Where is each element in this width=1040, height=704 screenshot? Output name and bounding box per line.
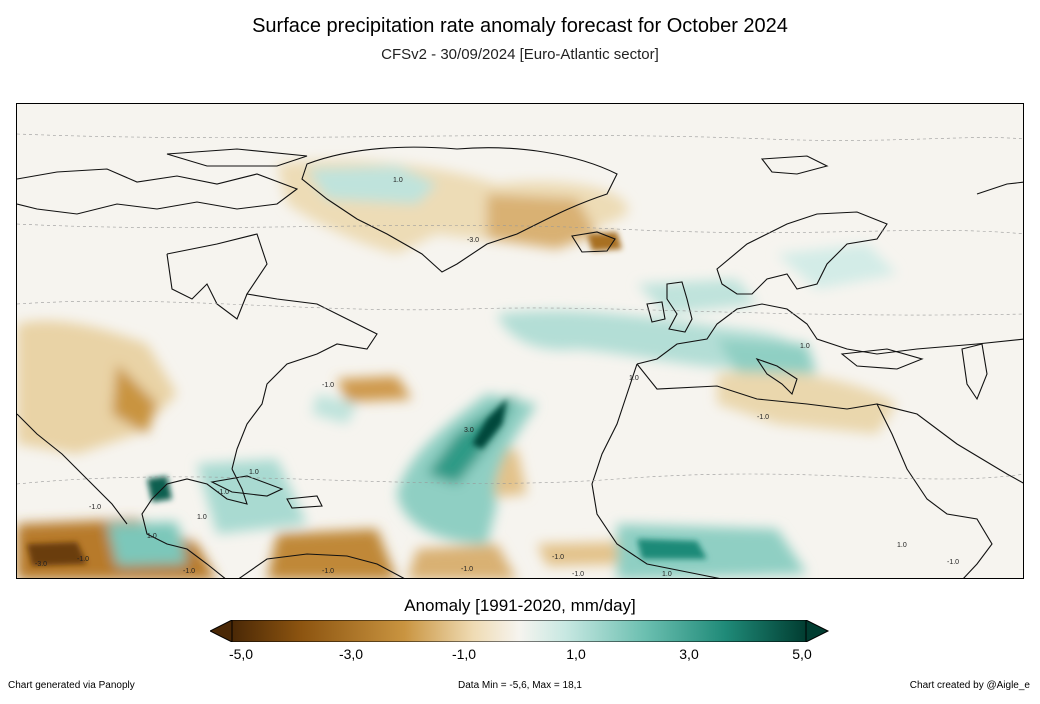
colorbar-tick-label: -3,0 <box>338 646 364 662</box>
map-subtitle: CFSv2 - 30/09/2024 [Euro-Atlantic sector… <box>381 46 659 63</box>
scandinavia-coast <box>716 211 888 295</box>
wet-region <box>197 459 307 534</box>
footer-left: Chart generated via Panoply <box>8 680 135 691</box>
pacific-mexico-coast <box>17 413 128 525</box>
contour-label: 1.0 <box>197 514 207 521</box>
north-america-east-coast <box>166 233 378 470</box>
contour-labels: 1.0 1.0 1.0 -1.0 3.0 -1.0 1.0 1.0 -1.0 1… <box>35 177 959 578</box>
colorbar-tick-label: 5,0 <box>792 646 812 662</box>
italy-coast <box>755 357 798 396</box>
wet-region <box>497 310 801 370</box>
europe-coast <box>636 303 1023 365</box>
wet-region <box>307 166 437 204</box>
colorbar-tick-label: 3,0 <box>679 646 699 662</box>
wet-region <box>617 524 807 578</box>
dry-region <box>267 529 397 578</box>
dry-region <box>717 370 897 434</box>
contour-line <box>17 223 1023 235</box>
contour-label: -1.0 <box>77 556 89 563</box>
contour-line <box>17 300 1023 316</box>
map-background <box>17 104 1023 578</box>
arctic-island-coast <box>166 148 308 167</box>
arabia-coast <box>876 403 1023 484</box>
contour-label: -1.0 <box>217 489 229 496</box>
hudson-bay-coast <box>166 253 248 320</box>
colorbar-title: Anomaly [1991-2020, mm/day] <box>404 596 636 615</box>
contour-label: -3.0 <box>35 561 47 568</box>
dry-region <box>407 544 516 578</box>
africa-north-coast <box>636 363 993 578</box>
contour-label: -1.0 <box>461 566 473 573</box>
wet-core <box>472 399 507 449</box>
wet-region <box>107 522 187 566</box>
dry-region <box>337 376 412 402</box>
anomaly-map: 1.0 1.0 1.0 -1.0 3.0 -1.0 1.0 1.0 -1.0 1… <box>16 103 1024 579</box>
contour-label: -1.0 <box>572 571 584 578</box>
coastlines <box>17 146 1023 578</box>
colorbar-min-extension <box>208 619 233 643</box>
contour-label: -1.0 <box>322 382 334 389</box>
wet-region <box>312 394 357 424</box>
caspian-sea-coast <box>961 343 988 401</box>
dry-region <box>537 542 627 566</box>
contour-lines <box>17 133 1023 485</box>
anomaly-cores <box>27 232 707 566</box>
colorbar-svg <box>208 619 830 643</box>
contour-label: -1.0 <box>552 554 564 561</box>
contour-label: -3.0 <box>467 237 479 244</box>
colorbar <box>208 619 830 643</box>
contour-line <box>17 473 1023 485</box>
colorbar-ticks: -5,0 -3,0 -1,0 1,0 3,0 5,0 <box>0 646 1040 666</box>
contour-label: 1.0 <box>897 542 907 549</box>
footer-right: Chart created by @Aigle_e <box>909 680 1030 691</box>
wet-region <box>777 244 897 289</box>
dry-core <box>587 232 622 251</box>
footer-center: Data Min = -5,6, Max = 18,1 <box>458 680 582 691</box>
colorbar-tick-label: 1,0 <box>566 646 586 662</box>
map-title: Surface precipitation rate anomaly forec… <box>252 15 788 37</box>
great-britain-coast <box>666 281 693 333</box>
dry-region <box>112 364 157 434</box>
contour-label: 1.0 <box>147 533 157 540</box>
svalbard-coast <box>760 155 829 175</box>
novaya-zemlya-coast <box>976 181 1023 195</box>
wet-core <box>147 476 172 502</box>
gulf-coast <box>141 468 248 578</box>
africa-west-coast <box>591 363 720 578</box>
contour-label: -1.0 <box>947 559 959 566</box>
contour-label: -1.0 <box>322 568 334 575</box>
wet-core <box>637 539 707 559</box>
contour-label: -1.0 <box>757 414 769 421</box>
cuba-coast <box>210 475 284 497</box>
wet-region <box>717 339 817 374</box>
black-sea-coast <box>840 348 924 370</box>
iceland-coast <box>571 231 616 253</box>
south-america-coast <box>238 553 405 578</box>
dry-core <box>27 542 87 566</box>
contour-label: 1.0 <box>629 375 639 382</box>
contour-label: 3.0 <box>464 427 474 434</box>
colorbar-ramp <box>231 619 807 643</box>
colorbar-tick-label: -1,0 <box>451 646 477 662</box>
contour-label: 1.0 <box>393 177 403 184</box>
colorbar-max-extension <box>805 619 830 643</box>
contour-label: 1.0 <box>662 571 672 578</box>
arctic-islands-coast <box>17 168 299 215</box>
contour-label: 1.0 <box>249 469 259 476</box>
ireland-coast <box>646 301 666 323</box>
contour-label: -1.0 <box>183 568 195 575</box>
map-canvas: 1.0 1.0 1.0 -1.0 3.0 -1.0 1.0 1.0 -1.0 1… <box>17 104 1023 578</box>
greenland-coast <box>301 146 618 273</box>
contour-label: 1.0 <box>800 343 810 350</box>
contour-line <box>17 133 1023 141</box>
colorbar-tick-label: -5,0 <box>228 646 254 662</box>
hispaniola-coast <box>286 495 323 509</box>
contour-label: -1.0 <box>89 504 101 511</box>
